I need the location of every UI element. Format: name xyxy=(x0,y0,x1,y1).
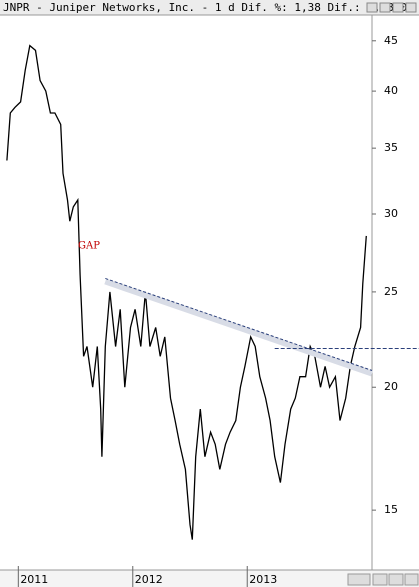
x-tick-label: 2011 xyxy=(20,573,48,586)
chart-title: JNPR - Juniper Networks, Inc. - 1 d Dif.… xyxy=(3,1,407,14)
window-button[interactable] xyxy=(392,2,404,13)
y-tick-label: 45 xyxy=(384,34,398,47)
price-line xyxy=(6,44,367,540)
zoom-button[interactable] xyxy=(347,573,371,586)
window-button[interactable] xyxy=(405,2,417,13)
y-tick-label: 30 xyxy=(384,207,398,220)
y-tick-label: 15 xyxy=(384,503,398,516)
y-tick-label: 25 xyxy=(384,285,398,298)
x-tick-label: 2013 xyxy=(249,573,277,586)
scroll-button[interactable] xyxy=(388,573,404,586)
x-tick-label: 2012 xyxy=(135,573,163,586)
y-tick-label: 40 xyxy=(384,84,398,97)
title-bar xyxy=(0,0,419,15)
y-tick-label: 35 xyxy=(384,141,398,154)
y-tick-label: 20 xyxy=(384,380,398,393)
gap-annotation: GAP xyxy=(78,241,100,252)
scroll-button[interactable] xyxy=(372,573,388,586)
window-button[interactable] xyxy=(366,2,378,13)
x-axis-band xyxy=(0,570,419,587)
trendline-shadow xyxy=(104,278,373,377)
scroll-button[interactable] xyxy=(404,573,419,586)
window-button[interactable] xyxy=(379,2,391,13)
trendline xyxy=(105,277,373,371)
